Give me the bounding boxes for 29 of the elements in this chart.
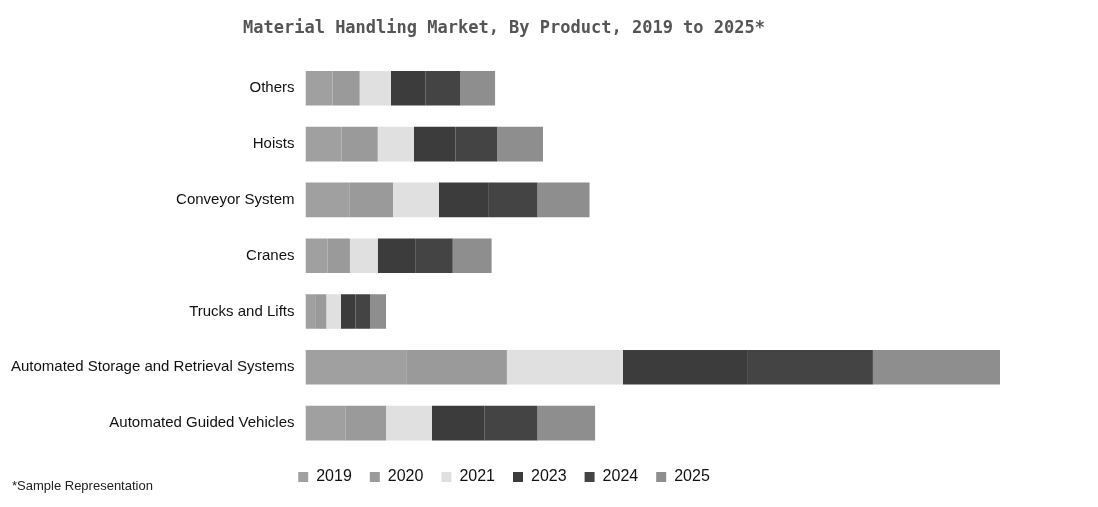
bar bbox=[872, 350, 1000, 385]
legend-label: 2020 bbox=[387, 467, 424, 485]
y-tick-label: Cranes bbox=[246, 245, 295, 263]
bar bbox=[359, 71, 391, 106]
bar bbox=[349, 238, 378, 273]
legend-label: 2019 bbox=[316, 467, 352, 485]
bar bbox=[497, 126, 543, 162]
bar bbox=[506, 350, 623, 385]
bar bbox=[392, 182, 439, 218]
bar bbox=[537, 405, 596, 441]
legend-label: 2024 bbox=[602, 467, 639, 485]
bar bbox=[537, 182, 590, 218]
bar bbox=[370, 294, 387, 329]
legend-label: 2025 bbox=[674, 467, 710, 485]
chart-title: Material Handling Market, By Product, 2019 to 2025* bbox=[243, 16, 765, 37]
text: *Sample Representation bbox=[12, 478, 153, 494]
y-tick-label: Trucks and Lifts bbox=[189, 301, 295, 319]
bar bbox=[386, 405, 432, 441]
legend-label: 2023 bbox=[531, 467, 567, 485]
bar bbox=[460, 71, 496, 106]
bar bbox=[452, 238, 492, 273]
bar bbox=[377, 126, 414, 162]
y-tick-label: Automated Guided Vehicles bbox=[109, 413, 295, 431]
y-tick-label: Others bbox=[249, 78, 295, 96]
y-tick-label: Hoists bbox=[252, 134, 295, 152]
legend-label: 2021 bbox=[459, 467, 496, 485]
bar bbox=[326, 294, 341, 329]
y-tick-label: Conveyor System bbox=[176, 190, 295, 208]
y-tick-label: Automated Storage and Retrieval Systems bbox=[10, 357, 295, 375]
